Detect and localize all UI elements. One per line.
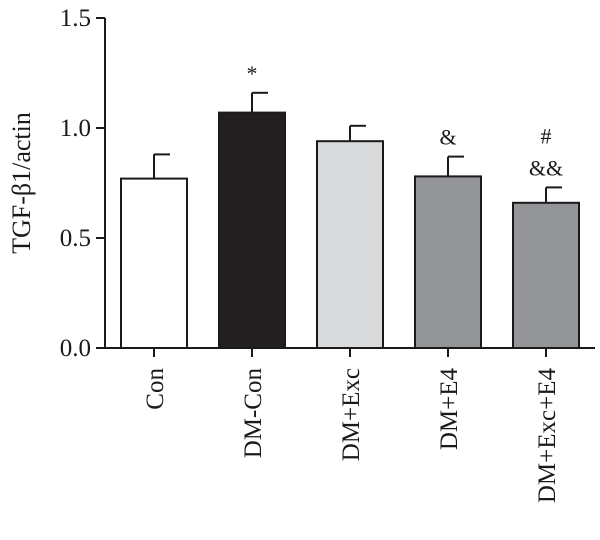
bar-dm-exc <box>316 140 384 349</box>
category-label: Con <box>142 368 169 410</box>
y-axis-title: TGF-β1/actin <box>7 112 36 254</box>
bar-dm-exc-e4 <box>512 201 580 349</box>
significance-annotation: * <box>247 61 258 86</box>
bar-dm-e4 <box>414 175 482 349</box>
category-label: DM-Con <box>240 368 267 459</box>
labels: Con DM-Con DM+Exc DM+E4 DM+Exc+E4*&&&# <box>142 61 563 503</box>
y-tick-label: 1.0 <box>60 115 91 142</box>
y-tick-label: 1.5 <box>60 5 91 32</box>
y-tick-label: 0.0 <box>60 335 91 362</box>
y-tick-label: 0.5 <box>60 225 91 252</box>
category-label: DM+Exc+E4 <box>534 368 561 504</box>
category-label: DM+Exc <box>338 368 365 461</box>
category-label: DM+E4 <box>436 368 463 451</box>
significance-annotation: # <box>541 123 552 148</box>
significance-annotation: & <box>439 125 456 150</box>
bar-dm-con <box>218 111 286 349</box>
bars <box>120 91 580 349</box>
bar-con <box>120 177 188 349</box>
significance-annotation: && <box>529 155 563 180</box>
